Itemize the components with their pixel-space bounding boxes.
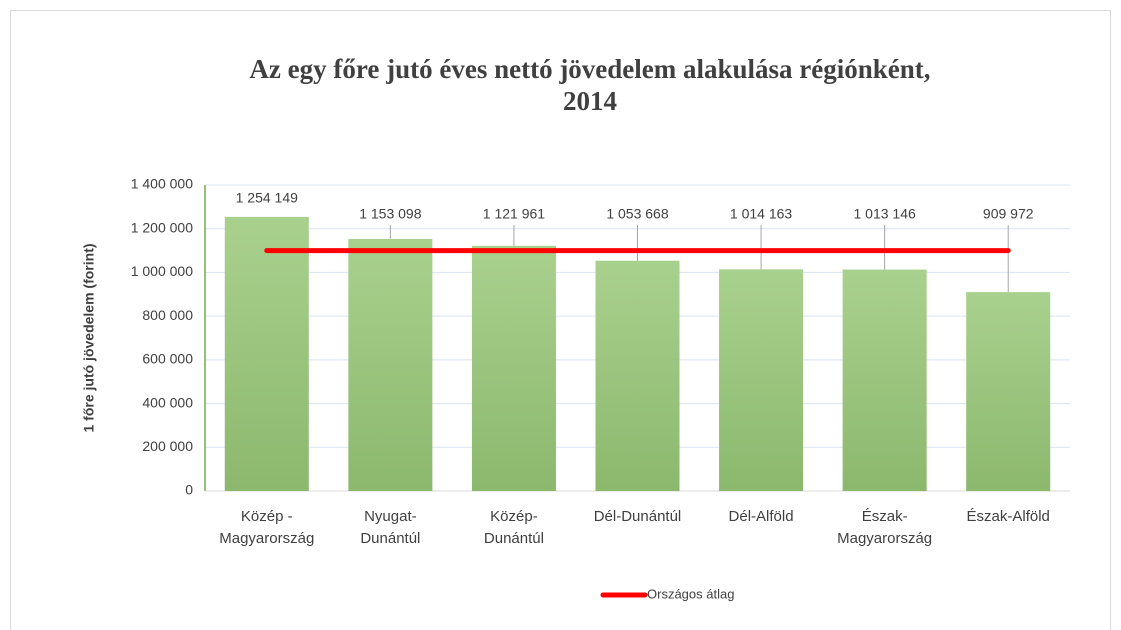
x-tick-label: Észak-Magyarország: [837, 508, 932, 547]
chart-border: [10, 10, 1111, 630]
bar: [966, 292, 1051, 491]
y-tick-label: 800 000: [142, 307, 193, 323]
chart-title: Az egy főre jutó éves nettó jövedelem al…: [249, 54, 930, 84]
bar: [595, 260, 680, 491]
y-tick-label: 1 000 000: [131, 263, 193, 279]
x-tick-label: Észak-Alföld: [967, 508, 1050, 525]
bar: [224, 216, 309, 492]
data-label: 909 972: [983, 206, 1034, 222]
data-label: 1 254 149: [236, 190, 298, 206]
y-tick-label: 0: [185, 482, 193, 498]
data-label: 1 053 668: [606, 206, 668, 222]
y-tick-label: 1 200 000: [131, 219, 193, 235]
bar: [719, 269, 804, 491]
data-label: 1 014 163: [730, 206, 792, 222]
x-tick-label: Dél-Alföld: [729, 508, 794, 525]
y-tick-label: 1 400 000: [131, 176, 193, 192]
bar: [842, 269, 927, 491]
bar: [348, 238, 433, 491]
y-tick-label: 600 000: [142, 351, 193, 367]
y-tick-label: 400 000: [142, 394, 193, 410]
x-tick-label: Közép -Magyarország: [219, 508, 314, 547]
legend-label: Országos átlag: [647, 586, 734, 601]
x-tick-label: Közép-Dunántúl: [484, 508, 544, 547]
x-tick-label: Nyugat-Dunántúl: [360, 508, 420, 547]
data-label: 1 153 098: [359, 206, 421, 222]
data-label: 1 121 961: [483, 206, 545, 222]
bar: [471, 245, 556, 491]
y-axis-title: 1 főre jutó jövedelem (forint): [81, 243, 97, 432]
y-tick-label: 200 000: [142, 438, 193, 454]
data-label: 1 013 146: [853, 206, 915, 222]
chart-title: 2014: [563, 86, 617, 116]
x-tick-label: Dél-Dunántúl: [594, 508, 682, 525]
